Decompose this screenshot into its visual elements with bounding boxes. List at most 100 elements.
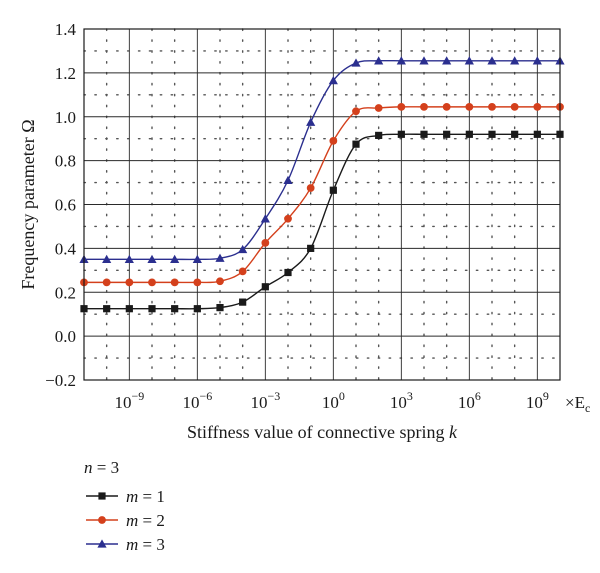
series-2-line (84, 106, 560, 284)
series-1-point (420, 130, 428, 138)
series-3-point (442, 56, 452, 65)
series-2-point (420, 102, 428, 111)
series-2-point (261, 238, 270, 247)
series-3-point (464, 56, 474, 65)
series-3-point (328, 75, 338, 85)
y-tick-label: 1.2 (55, 64, 76, 83)
series-3-point (170, 254, 180, 264)
legend-swatch-marker (97, 539, 107, 548)
series-1-point (103, 305, 111, 313)
x-tick-label: 100 (322, 389, 345, 412)
series-3-point (374, 56, 384, 65)
series-2-point (510, 102, 519, 111)
y-axis-label: Frequency parameter Ω (18, 119, 38, 289)
plot-frame (83, 28, 561, 381)
series-1-point (261, 283, 269, 291)
series-1-point (239, 298, 247, 306)
series-1-point (465, 130, 473, 138)
legend-title: n = 3 (84, 458, 119, 477)
series-3-point (124, 254, 134, 264)
series-2-point (216, 277, 224, 286)
series-2-point (306, 184, 315, 192)
x-tick-label: 109 (526, 389, 549, 412)
legend-swatch-marker (98, 516, 106, 524)
series-2-point (352, 107, 360, 116)
series-1-point (148, 305, 156, 313)
legend-label: m = 1 (126, 487, 165, 506)
y-axis-tick-labels: −0.2 0.0 0.2 0.4 0.6 0.8 1.0 1.2 1.4 (45, 20, 76, 390)
series-2-point (193, 278, 202, 287)
legend-label: m = 3 (126, 535, 165, 554)
x-tick-label: 106 (458, 389, 481, 412)
x-axis-tick-labels: 10−9 10−6 10−3 100 103 106 109 (114, 389, 548, 412)
legend-item: m = 1 (86, 487, 165, 506)
series-3-point (419, 56, 429, 65)
y-tick-label: −0.2 (45, 371, 76, 390)
series-2-point (238, 267, 247, 276)
legend-label: m = 2 (126, 511, 165, 530)
series-3-point (510, 56, 520, 65)
series-2-point (442, 102, 451, 111)
series-1-point (488, 130, 496, 138)
series-3-point (147, 254, 157, 264)
x-axis-label: Stiffness value of connective spring k (187, 422, 458, 442)
series-1-point (443, 130, 451, 138)
legend-item: m = 2 (86, 511, 165, 530)
series-3-point (396, 56, 406, 65)
series-3-point (238, 244, 248, 254)
series-3-line (83, 59, 561, 261)
series-1-point (216, 304, 224, 312)
series-2-point (533, 102, 542, 111)
series-3-point (215, 253, 225, 262)
series-1-point (307, 244, 315, 252)
x-tick-label: 10−3 (250, 389, 280, 412)
series-3-point (102, 254, 112, 264)
series-3-point (306, 117, 316, 126)
series-2-point (148, 278, 156, 287)
legend-item: m = 3 (86, 535, 165, 554)
series-1-point (352, 140, 360, 148)
plot-border (83, 28, 561, 381)
series-2-point (284, 214, 292, 223)
series-1-point (397, 130, 405, 138)
series-2-point (170, 278, 179, 287)
series-2-point (125, 278, 134, 287)
series-2-point (465, 102, 474, 111)
legend: n = 3 m = 1 m = 2 m = 3 (84, 458, 165, 554)
series-1-point (284, 268, 292, 277)
series-2-point (397, 102, 406, 111)
series-2 (80, 102, 564, 287)
legend-swatch-marker (98, 492, 106, 500)
series-1-point (533, 130, 541, 138)
series-1-point (193, 305, 201, 313)
y-tick-label: 1.4 (55, 20, 77, 39)
series-3-point (351, 58, 361, 67)
series-1-point (375, 131, 383, 139)
series-3-point (532, 56, 542, 65)
series-2-point (329, 136, 338, 145)
series-2-point (488, 102, 496, 111)
series-3-point (283, 175, 293, 185)
series-3-point (260, 214, 270, 223)
series-1-point (511, 130, 519, 138)
y-tick-label: 0.0 (55, 327, 76, 346)
x-tick-label: 10−9 (114, 389, 144, 412)
series-3 (79, 56, 565, 264)
series-1-point (171, 305, 179, 313)
y-tick-label: 0.6 (55, 196, 76, 215)
x-axis-unit-label: ×Ec (565, 393, 590, 415)
series-1-point (329, 186, 337, 194)
series-1-line (83, 133, 560, 310)
y-tick-label: 0.2 (55, 283, 76, 302)
x-tick-label: 103 (390, 389, 413, 412)
series-3-point (487, 56, 497, 65)
y-tick-label: 1.0 (55, 108, 76, 127)
major-grid (84, 28, 560, 381)
series-1-point (125, 305, 133, 313)
series-3-point (192, 254, 202, 264)
y-tick-label: 0.4 (55, 239, 77, 258)
series-2-point (374, 104, 383, 112)
y-tick-label: 0.8 (55, 152, 76, 171)
x-tick-label: 10−6 (182, 389, 212, 412)
